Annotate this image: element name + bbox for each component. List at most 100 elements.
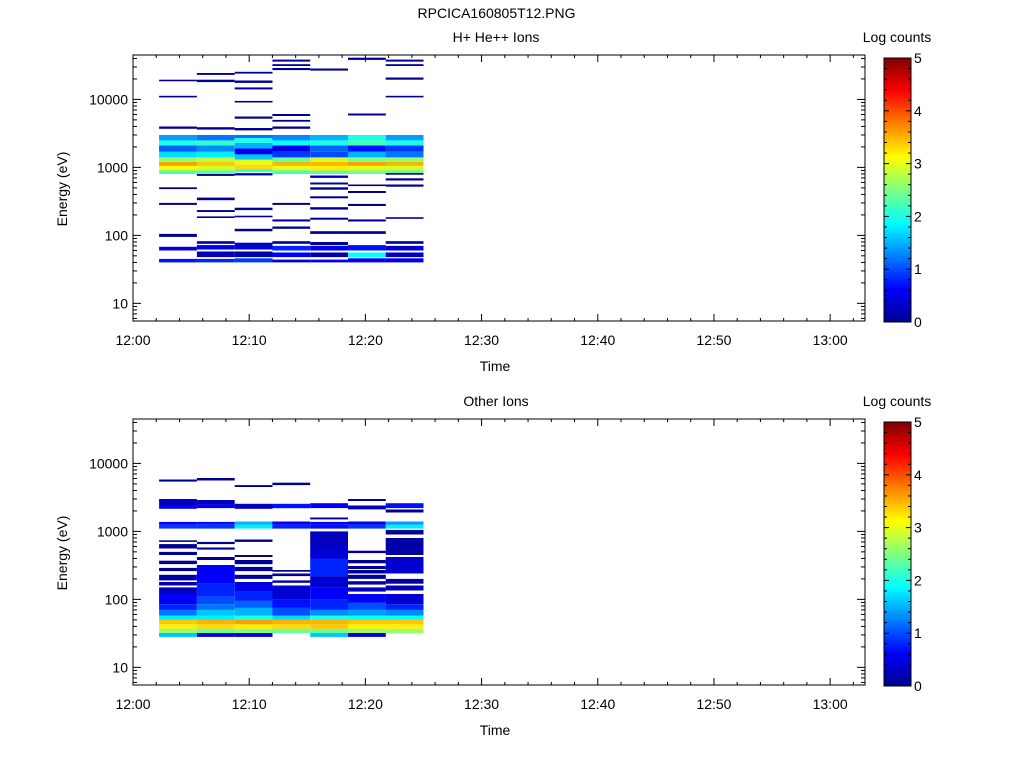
panel-bottom-cell [196,565,235,584]
panel-top-cell [348,258,386,263]
panel-bottom-xtick-label: 12:20 [348,696,383,712]
panel-bottom-cell [348,624,386,629]
panel-bottom-cell [234,600,273,608]
panel-top-cell [385,59,424,62]
panel-top-cell [385,135,424,141]
panel-top-colorbar-tick-label: 2 [914,208,922,224]
panel-bottom-colorbar-ticks: 0 1 2 3 4 5 [884,414,922,694]
panel-top-cell [159,140,197,146]
panel-top-cell [196,170,235,174]
panel-bottom-cell [348,609,386,616]
panel-top-ytick-label: 1000 [97,159,128,175]
panel-bottom-colorbar-tick-label: 2 [914,572,922,588]
panel-top-cell [234,142,273,149]
panel-top-cell [385,241,424,244]
panel-top-cell [385,165,424,171]
panel-top-cell [385,184,424,187]
panel-bottom-cell [196,524,235,529]
panel-bottom-title: Other Ions [463,393,528,409]
panel-bottom-cell [196,633,235,637]
panel-top-cell [196,73,235,75]
panel-top-xtick-label: 12:50 [696,332,731,348]
panel-bottom-cell [348,566,386,569]
panel-top-cell [159,165,197,171]
panel-bottom-cell [159,594,197,605]
panel-top-cell [234,251,273,258]
panel-top-cell [159,162,197,166]
panel-bottom-cell [159,479,197,482]
panel-top-cell [234,228,273,232]
panel-bottom-colorbar-tick-label: 3 [914,520,922,536]
panel-bottom-cell [159,524,197,529]
panel-top-cell [385,258,424,263]
panel-bottom-colorbar-tick-label: 5 [914,414,922,430]
panel-bottom-cell [310,531,348,547]
panel-bottom-cell [385,628,424,633]
panel-top-colorbar-tick-label: 3 [914,156,922,172]
panel-top-colorbar-gradient [883,57,912,323]
panel-bottom-cell [159,521,197,525]
panel-bottom-ticks: 12:00 12:10 12:20 12:30 12:40 12:50 13:00 10 100… [89,419,865,712]
panel-bottom-cell [310,558,348,577]
panel-top-cell [310,145,348,152]
panel-bottom-cell [385,538,424,555]
panel-top-cell [348,157,386,163]
panel-top-xtick-label: 12:30 [464,332,499,348]
panel-bottom-cell [196,628,235,633]
panel-top-cell [310,157,348,163]
panel-top-cell [272,135,311,141]
panel-bottom-cell [196,557,235,560]
panel-top-cell [348,151,386,158]
panel-top-ytick-label: 10 [112,295,128,311]
panel-top-cell [159,126,197,129]
panel-top-cell [272,226,311,229]
panel-top-cell [385,151,424,158]
panel-bottom-cell [310,628,348,633]
panel-top-cell [272,170,311,174]
panel-bottom-cell [348,587,386,592]
panel-top-colorbar-label: Log counts [863,29,932,45]
panel-bottom-cell [385,529,424,535]
panel-top-cell [385,77,424,80]
panel-bottom-cell [310,503,348,509]
panel-top-cell [310,175,348,178]
panel-top-cell [348,252,386,258]
panel-bottom-xtick-label: 12:50 [696,696,731,712]
panel-bottom-cell [385,585,424,591]
panel-bottom-cell [272,607,311,616]
panel-bottom-cell [385,524,424,529]
panel-top-cell [196,165,235,171]
panel-bottom-colorbar-label: Log counts [863,393,932,409]
panel-top-cell [272,165,311,171]
panel-bottom-colorbar: Log counts 0 1 2 3 4 5 [863,393,932,694]
panel-top-cell [348,162,386,166]
panel-top-cell [348,191,386,193]
panel-bottom-colorbar-tick-label: 1 [914,625,922,641]
panel-top-cell [272,241,311,244]
panel-top-cell [234,87,273,90]
panel-top-cell [196,251,235,258]
panel-bottom-colorbar-tick-label: 4 [914,467,922,483]
panel-top-cell [310,217,348,220]
panel-top-cells [159,57,424,263]
panel-bottom-cell [196,478,235,481]
panel-bottom-cell [159,560,197,565]
panel-bottom-cell [310,599,348,610]
panel-bottom-colorbar-tick-label: 0 [914,678,922,694]
panel-top-cell [196,245,235,250]
panel-top-colorbar: Log counts 0 1 2 3 4 5 [863,29,932,330]
panel-bottom-cell [310,633,348,637]
panel-bottom-cell [310,624,348,629]
panel-bottom-cell [348,594,386,603]
panel-top-xtick-label: 13:00 [813,332,848,348]
panel-bottom-cell [348,581,386,585]
panel-top-cell [159,246,197,251]
panel-top-cell [310,207,348,210]
panel-top-cell [385,170,424,173]
panel-top-cell [348,145,386,152]
panel-bottom-cell [234,633,273,637]
panel-top-cell [234,148,273,155]
panel-bottom-cell [159,587,197,594]
panel-top-cell [385,145,424,152]
panel-top-cell [272,157,311,163]
